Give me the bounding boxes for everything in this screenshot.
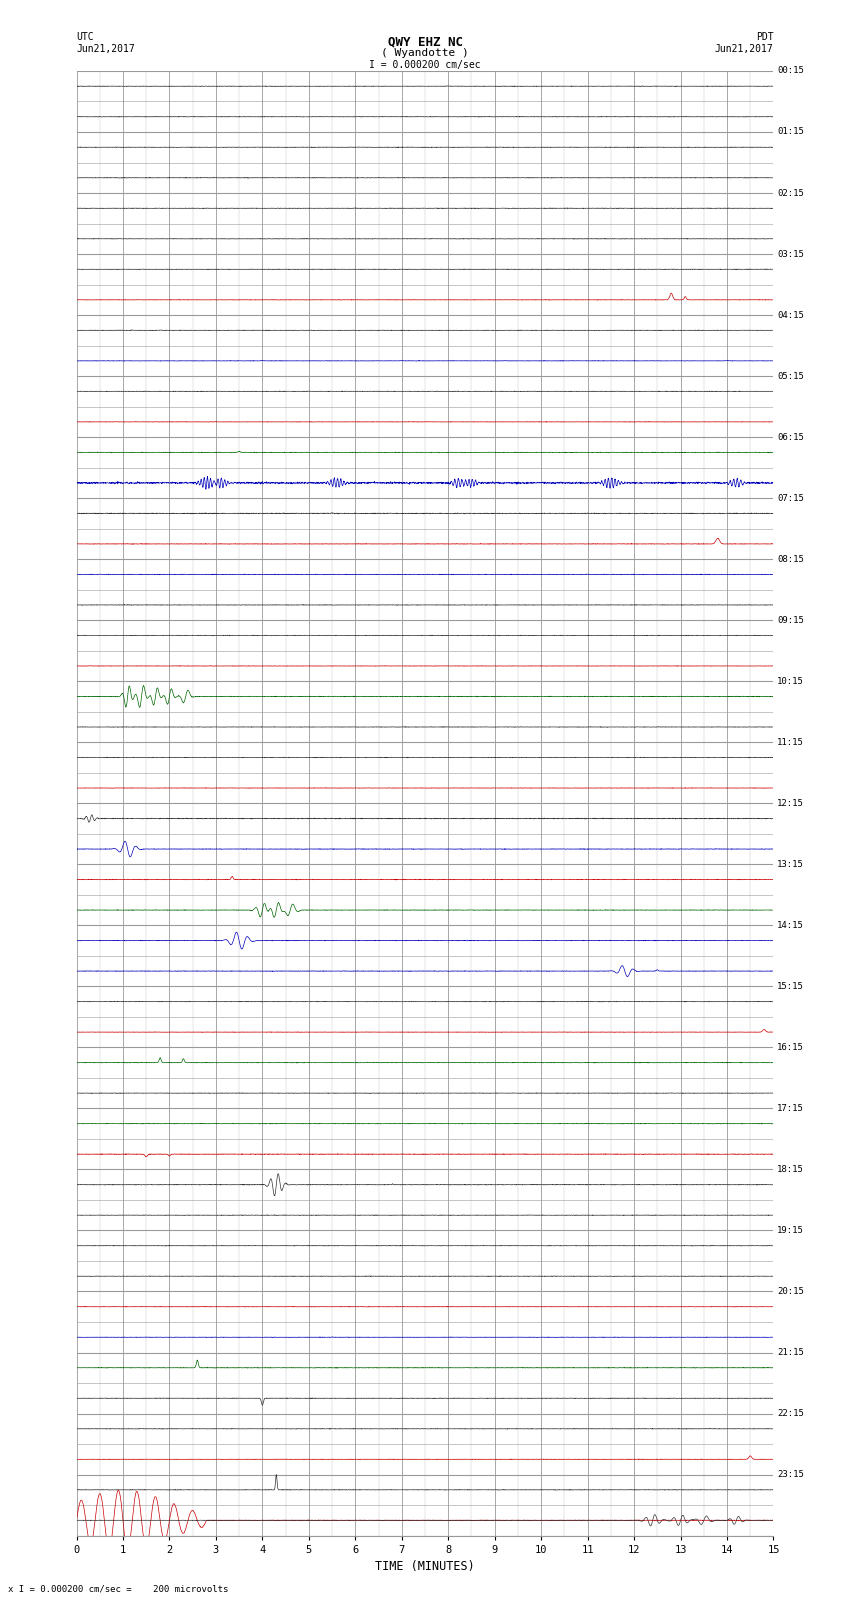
Text: Jun21,2017: Jun21,2017 <box>76 44 135 53</box>
Text: UTC: UTC <box>76 32 94 42</box>
Text: 09:15: 09:15 <box>777 616 804 624</box>
Text: 04:15: 04:15 <box>777 311 804 319</box>
Text: 16:15: 16:15 <box>777 1044 804 1052</box>
Text: 06:15: 06:15 <box>777 432 804 442</box>
Text: 15:15: 15:15 <box>777 982 804 990</box>
Text: 03:15: 03:15 <box>777 250 804 258</box>
Text: 19:15: 19:15 <box>777 1226 804 1236</box>
Text: 13:15: 13:15 <box>777 860 804 869</box>
Text: 08:15: 08:15 <box>777 555 804 563</box>
Text: 00:15: 00:15 <box>777 66 804 76</box>
Text: ( Wyandotte ): ( Wyandotte ) <box>381 48 469 58</box>
Text: PDT: PDT <box>756 32 774 42</box>
Text: 12:15: 12:15 <box>777 798 804 808</box>
Text: 14:15: 14:15 <box>777 921 804 929</box>
Text: QWY EHZ NC: QWY EHZ NC <box>388 35 462 48</box>
Text: 10:15: 10:15 <box>777 677 804 686</box>
Text: x I = 0.000200 cm/sec =    200 microvolts: x I = 0.000200 cm/sec = 200 microvolts <box>8 1584 229 1594</box>
Text: 22:15: 22:15 <box>777 1410 804 1418</box>
Text: 20:15: 20:15 <box>777 1287 804 1295</box>
Text: Jun21,2017: Jun21,2017 <box>715 44 774 53</box>
Text: 07:15: 07:15 <box>777 494 804 503</box>
Text: 23:15: 23:15 <box>777 1469 804 1479</box>
Text: 05:15: 05:15 <box>777 371 804 381</box>
Text: 11:15: 11:15 <box>777 737 804 747</box>
Text: 18:15: 18:15 <box>777 1165 804 1174</box>
Text: 01:15: 01:15 <box>777 127 804 137</box>
X-axis label: TIME (MINUTES): TIME (MINUTES) <box>375 1560 475 1573</box>
Text: 21:15: 21:15 <box>777 1348 804 1357</box>
Text: 02:15: 02:15 <box>777 189 804 197</box>
Text: 17:15: 17:15 <box>777 1103 804 1113</box>
Text: I = 0.000200 cm/sec: I = 0.000200 cm/sec <box>369 60 481 69</box>
